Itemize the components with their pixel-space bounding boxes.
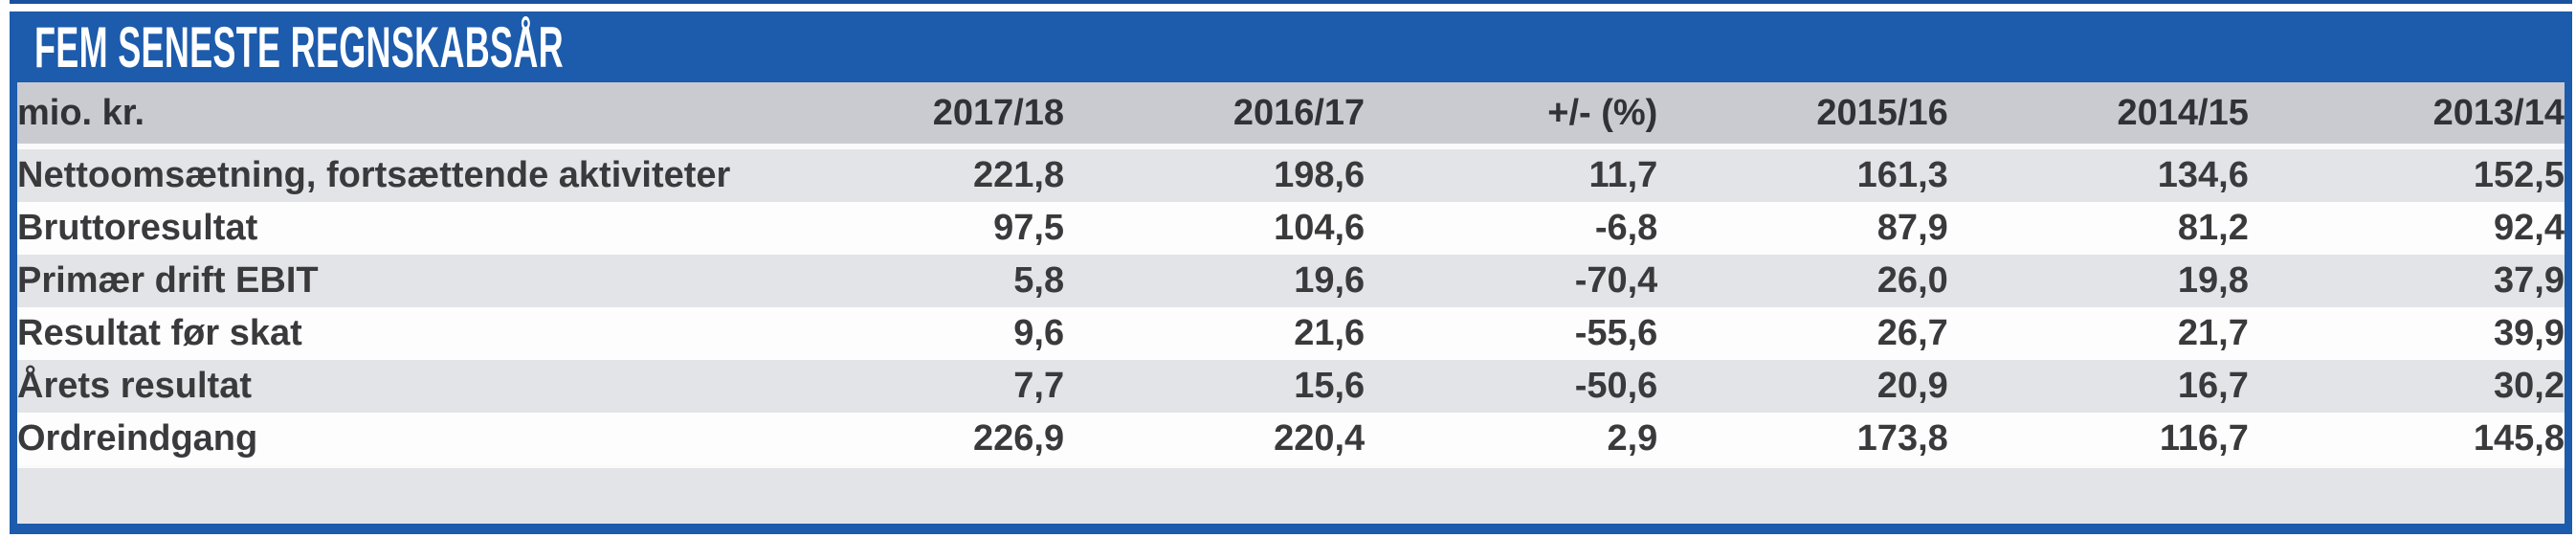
table-row-order-intake: Ordreindgang 226,9 220,4 2,9 173,8 116,7… (17, 413, 2565, 467)
table-cell: 97,5 (766, 202, 1065, 255)
row-label: Bruttoresultat (17, 202, 766, 255)
table-cell: -50,6 (1365, 360, 1658, 413)
panel-title-bar: FEM SENESTE REGNSKABSÅR (17, 11, 2565, 82)
table-cell: 81,2 (1947, 202, 2249, 255)
table-cell: 221,8 (766, 146, 1065, 202)
table-cell: 173,8 (1657, 413, 1948, 467)
table-cell: 15,6 (1064, 360, 1366, 413)
table-cell: 30,2 (2248, 360, 2565, 413)
row-label: Nettoomsætning, fortsættende aktiviteter (17, 146, 766, 202)
table-cell: 26,7 (1657, 307, 1948, 360)
table-cell: 145,8 (2248, 413, 2565, 467)
table-row-profit-before-tax: Resultat før skat 9,6 21,6 -55,6 26,7 21… (17, 307, 2565, 360)
table-cell: 39,9 (2248, 307, 2565, 360)
financials-table: mio. kr. 2017/18 2016/17 +/- (%) 2015/16… (17, 82, 2565, 524)
table-cell: 37,9 (2248, 255, 2565, 307)
row-label: Resultat før skat (17, 307, 766, 360)
table-row-net-revenue: Nettoomsætning, fortsættende aktiviteter… (17, 146, 2565, 202)
table-cell: 220,4 (1064, 413, 1366, 467)
table-row-ebit: Primær drift EBIT 5,8 19,6 -70,4 26,0 19… (17, 255, 2565, 307)
table-cell: 116,7 (1947, 413, 2249, 467)
table-cell: 19,6 (1064, 255, 1366, 307)
table-cell: 161,3 (1657, 146, 1948, 202)
header-col-change-pct: +/- (%) (1365, 82, 1658, 149)
table-cell: 134,6 (1947, 146, 2249, 202)
table-cell: 5,8 (766, 255, 1065, 307)
table-cell: -70,4 (1365, 255, 1658, 307)
header-col-2014-15: 2014/15 (1947, 82, 2249, 149)
table-row-gross-profit: Bruttoresultat 97,5 104,6 -6,8 87,9 81,2… (17, 202, 2565, 255)
panel-title: FEM SENESTE REGNSKABSÅR (34, 14, 564, 79)
top-divider-rule (10, 0, 2572, 4)
table-cell: 87,9 (1657, 202, 1948, 255)
table-cell: 19,8 (1947, 255, 2249, 307)
row-label: Ordreindgang (17, 413, 766, 467)
table-cell: 11,7 (1365, 146, 1658, 202)
table-cell: 2,9 (1365, 413, 1658, 467)
table-cell: 20,9 (1657, 360, 1948, 413)
table-row-net-result: Årets resultat 7,7 15,6 -50,6 20,9 16,7 … (17, 360, 2565, 413)
row-label: Primær drift EBIT (17, 255, 766, 307)
header-col-2016-17: 2016/17 (1064, 82, 1366, 149)
table-cell: 152,5 (2248, 146, 2565, 202)
table-footer-spacer-row (17, 465, 2565, 524)
table-cell: 21,7 (1947, 307, 2249, 360)
header-col-2017-18: 2017/18 (766, 82, 1065, 149)
financials-table-panel: FEM SENESTE REGNSKABSÅR mio. kr. 2017/18… (10, 11, 2572, 534)
row-label: Årets resultat (17, 360, 766, 413)
spacer-cell (17, 465, 2565, 524)
table-cell: -6,8 (1365, 202, 1658, 255)
header-unit-label: mio. kr. (17, 82, 766, 149)
table-cell: 7,7 (766, 360, 1065, 413)
table-cell: 198,6 (1064, 146, 1366, 202)
table-cell: -55,6 (1365, 307, 1658, 360)
table-cell: 9,6 (766, 307, 1065, 360)
table-cell: 92,4 (2248, 202, 2565, 255)
header-col-2015-16: 2015/16 (1657, 82, 1948, 149)
table-cell: 21,6 (1064, 307, 1366, 360)
table-header-row: mio. kr. 2017/18 2016/17 +/- (%) 2015/16… (17, 82, 2565, 149)
table-cell: 26,0 (1657, 255, 1948, 307)
header-col-2013-14: 2013/14 (2248, 82, 2565, 149)
table-cell: 16,7 (1947, 360, 2249, 413)
table-cell: 104,6 (1064, 202, 1366, 255)
table-cell: 226,9 (766, 413, 1065, 467)
